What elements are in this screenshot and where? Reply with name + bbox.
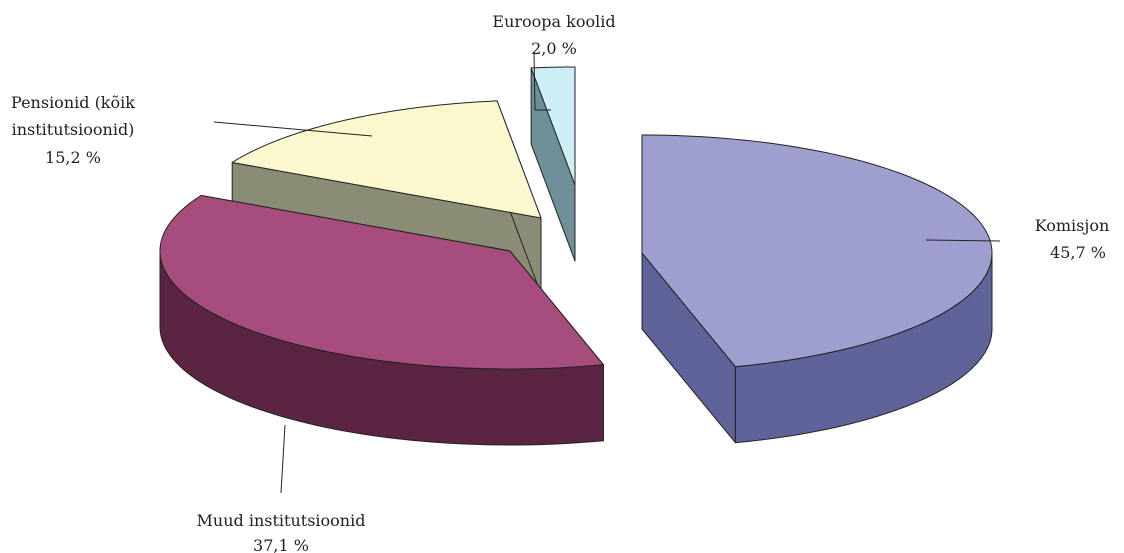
slice-value-muud-institutsioonid: 37,1 %: [253, 536, 309, 553]
leader-lines: [213, 51, 1001, 494]
leader-line-komisjon: [925, 239, 1001, 242]
slice-value-komisjon: 45,7 %: [1050, 243, 1106, 262]
slice-label-pensionid-line2: institutsioonid): [12, 120, 135, 139]
pie-slices: [159, 66, 993, 446]
slice-top-komisjon: [641, 134, 993, 368]
slice-label-pensionid-line1: Pensionid (kõik: [11, 93, 135, 112]
slice-top-muud-institutsioonid: [159, 194, 604, 370]
slice-value-euroopa-koolid: 2,0 %: [531, 39, 577, 58]
slice-label-muud-institutsioonid: Muud institutsioonid: [197, 511, 366, 530]
slice-top-euroopa-koolid: [530, 66, 576, 186]
slice-muud-institutsioonid: [159, 194, 604, 446]
slice-label-komisjon: Komisjon: [1035, 216, 1110, 235]
slice-label-euroopa-koolid: Euroopa koolid: [492, 12, 615, 31]
leader-line-euroopa-koolid: [533, 51, 551, 111]
leader-line-muud-institutsioonid: [280, 424, 286, 494]
leader-line-pensionid: [213, 121, 373, 137]
slice-value-pensionid: 15,2 %: [45, 148, 101, 167]
slice-komisjon: [641, 134, 993, 444]
slice-euroopa-koolid: [530, 66, 576, 262]
